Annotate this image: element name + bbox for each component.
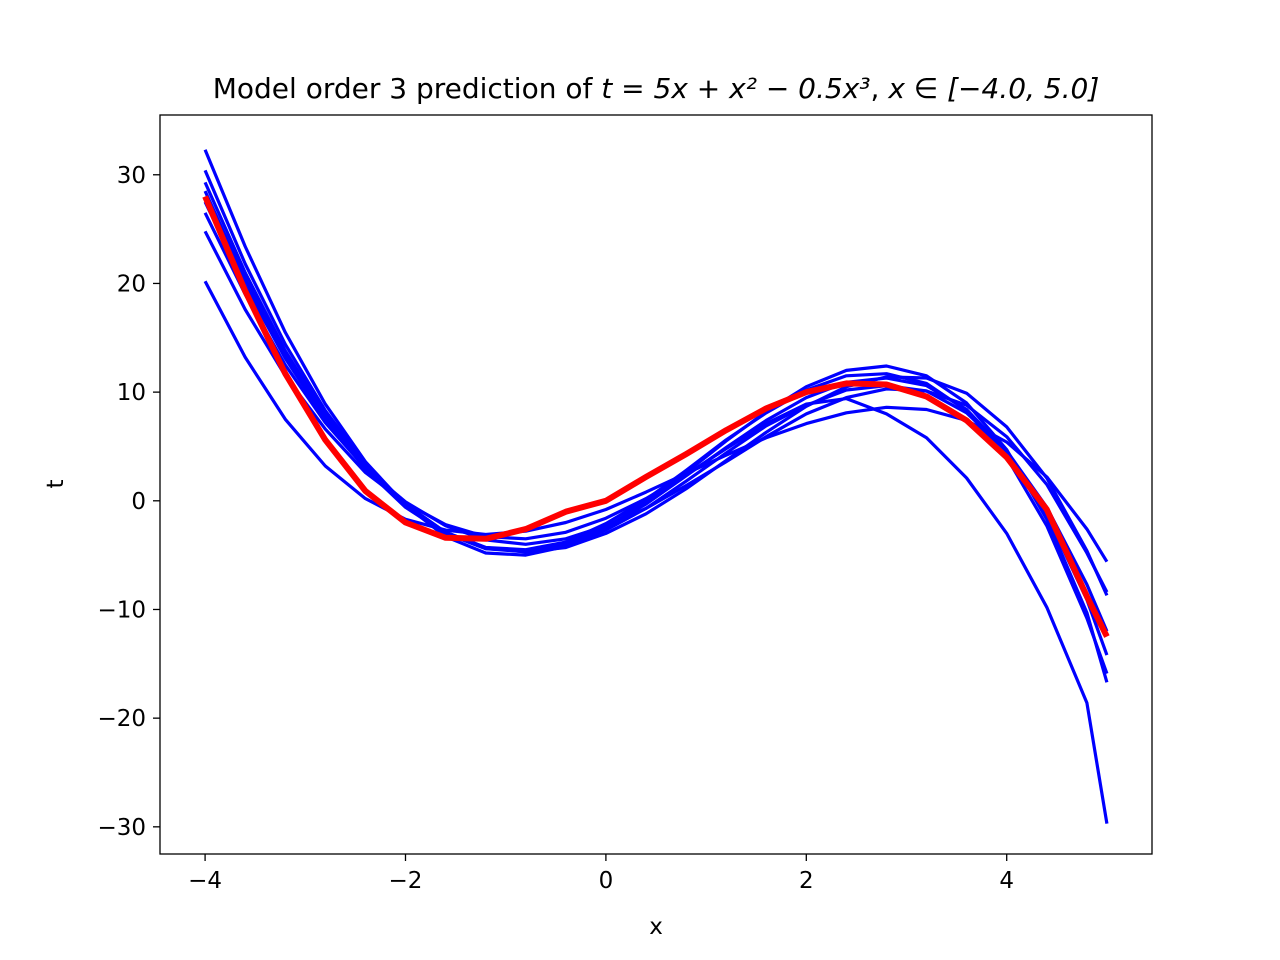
- x-axis-label: x: [649, 914, 663, 940]
- true-function-line: [202, 195, 1110, 638]
- chart-title-text: Model order 3 prediction of: [213, 72, 602, 105]
- plot-frame: [159, 114, 1153, 855]
- y-tick-label: −10: [97, 597, 146, 623]
- y-tick-label: 10: [117, 380, 146, 406]
- y-axis-label: t: [43, 479, 69, 488]
- series-layer: [202, 149, 1110, 824]
- y-tick-label: −20: [97, 706, 146, 732]
- chart-title-formula: t = 5x + x² − 0.5x³: [601, 72, 870, 105]
- y-tick-label: 30: [117, 163, 146, 189]
- chart-title-domain: x ∈ [−4.0, 5.0]: [887, 72, 1099, 105]
- x-tick-label: −2: [389, 868, 423, 894]
- chart-title: Model order 3 prediction of t = 5x + x² …: [213, 72, 1100, 105]
- y-axis: −30 −20 −10 0 10 20 30: [97, 163, 160, 841]
- model-prediction-line-7: [203, 169, 1109, 675]
- model-prediction-line-8: [203, 149, 1109, 683]
- chart-title-separator: ,: [871, 72, 889, 105]
- x-tick-label: −4: [188, 868, 222, 894]
- x-tick-label: 2: [799, 868, 814, 894]
- x-axis: −4 −2 0 2 4: [188, 854, 1014, 894]
- y-tick-label: 0: [131, 489, 146, 515]
- x-tick-label: 0: [599, 868, 614, 894]
- y-tick-label: 20: [117, 271, 146, 297]
- x-tick-label: 4: [999, 868, 1014, 894]
- y-tick-label: −30: [97, 815, 146, 841]
